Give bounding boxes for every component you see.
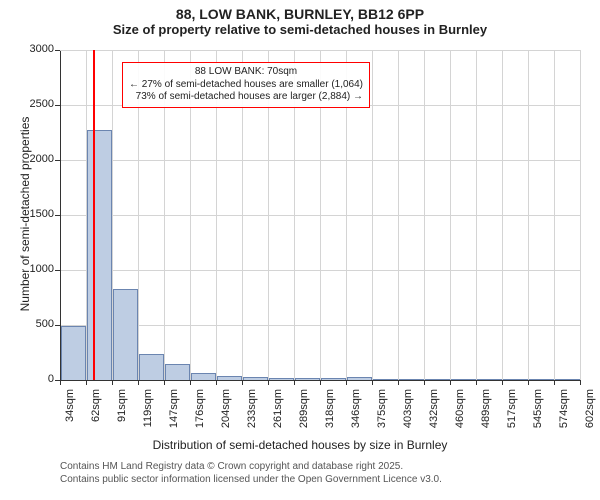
grid-line-v bbox=[502, 50, 503, 380]
grid-line-v bbox=[528, 50, 529, 380]
x-tick-label: 91sqm bbox=[116, 389, 128, 437]
x-tick-label: 403sqm bbox=[402, 389, 414, 437]
grid-line-v bbox=[424, 50, 425, 380]
y-axis-line bbox=[60, 50, 61, 380]
x-tick-label: 517sqm bbox=[506, 389, 518, 437]
grid-line-v bbox=[554, 50, 555, 380]
x-tick-label: 574sqm bbox=[558, 389, 570, 437]
x-tick-label: 62sqm bbox=[90, 389, 102, 437]
x-tick-mark bbox=[580, 380, 581, 385]
grid-line-v bbox=[450, 50, 451, 380]
chart-title: 88, LOW BANK, BURNLEY, BB12 6PP bbox=[0, 0, 600, 22]
x-tick-label: 602sqm bbox=[584, 389, 596, 437]
right-axis-line bbox=[580, 50, 581, 380]
grid-line-v bbox=[372, 50, 373, 380]
histogram-bar bbox=[87, 130, 112, 380]
annotation-line2: ← 27% of semi-detached houses are smalle… bbox=[129, 79, 363, 92]
x-tick-label: 545sqm bbox=[532, 389, 544, 437]
y-tick-label: 3000 bbox=[14, 43, 54, 55]
x-tick-label: 204sqm bbox=[220, 389, 232, 437]
x-tick-label: 346sqm bbox=[350, 389, 362, 437]
attribution-text: Contains HM Land Registry data © Crown c… bbox=[60, 460, 442, 486]
attribution-line1: Contains HM Land Registry data © Crown c… bbox=[60, 460, 442, 473]
y-tick-label: 500 bbox=[14, 318, 54, 330]
x-tick-label: 375sqm bbox=[376, 389, 388, 437]
x-tick-label: 460sqm bbox=[454, 389, 466, 437]
chart-subtitle: Size of property relative to semi-detach… bbox=[0, 22, 600, 37]
annotation-box: 88 LOW BANK: 70sqm← 27% of semi-detached… bbox=[122, 62, 370, 108]
x-tick-label: 489sqm bbox=[480, 389, 492, 437]
x-tick-label: 432sqm bbox=[428, 389, 440, 437]
x-tick-label: 147sqm bbox=[168, 389, 180, 437]
top-axis-line bbox=[60, 50, 580, 51]
chart-container: 88, LOW BANK, BURNLEY, BB12 6PP Size of … bbox=[0, 0, 600, 500]
y-tick-label: 2500 bbox=[14, 98, 54, 110]
grid-line-v bbox=[398, 50, 399, 380]
property-marker-line bbox=[93, 50, 95, 380]
x-tick-label: 261sqm bbox=[272, 389, 284, 437]
grid-line-v bbox=[476, 50, 477, 380]
histogram-bar bbox=[139, 354, 164, 380]
plot-area: 05001000150020002500300034sqm62sqm91sqm1… bbox=[60, 50, 580, 380]
x-axis-label: Distribution of semi-detached houses by … bbox=[0, 438, 600, 452]
y-tick-label: 1500 bbox=[14, 208, 54, 220]
x-tick-label: 233sqm bbox=[246, 389, 258, 437]
annotation-line3: 73% of semi-detached houses are larger (… bbox=[129, 91, 363, 104]
y-tick-label: 2000 bbox=[14, 153, 54, 165]
x-tick-label: 176sqm bbox=[194, 389, 206, 437]
annotation-line1: 88 LOW BANK: 70sqm bbox=[129, 66, 363, 79]
histogram-bar bbox=[61, 326, 86, 380]
x-axis-line bbox=[60, 380, 580, 381]
histogram-bar bbox=[191, 373, 216, 380]
y-tick-label: 0 bbox=[14, 373, 54, 385]
x-tick-label: 289sqm bbox=[298, 389, 310, 437]
histogram-bar bbox=[165, 364, 190, 381]
x-tick-label: 318sqm bbox=[324, 389, 336, 437]
y-tick-label: 1000 bbox=[14, 263, 54, 275]
histogram-bar bbox=[113, 289, 138, 380]
x-tick-label: 34sqm bbox=[64, 389, 76, 437]
x-tick-label: 119sqm bbox=[142, 389, 154, 437]
attribution-line2: Contains public sector information licen… bbox=[60, 473, 442, 486]
